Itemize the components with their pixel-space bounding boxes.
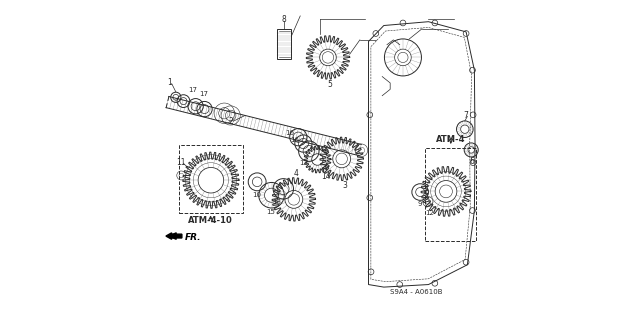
Bar <box>277 29 291 59</box>
Text: 10: 10 <box>252 192 261 197</box>
Text: 4: 4 <box>294 169 299 178</box>
Text: 2: 2 <box>228 117 233 126</box>
Text: 15: 15 <box>266 209 275 215</box>
Text: 12: 12 <box>426 210 435 216</box>
Text: 9: 9 <box>418 201 422 207</box>
Text: 16: 16 <box>285 130 294 136</box>
Text: 8: 8 <box>282 15 287 24</box>
FancyArrow shape <box>166 233 182 239</box>
Text: FR.: FR. <box>185 233 202 242</box>
Text: 1: 1 <box>167 78 172 87</box>
Text: 17: 17 <box>199 91 208 97</box>
Text: S9A4 - A0610B: S9A4 - A0610B <box>390 289 443 295</box>
Text: 6: 6 <box>469 157 474 166</box>
Text: 11: 11 <box>177 158 186 167</box>
Text: 7: 7 <box>463 111 468 120</box>
Text: 14: 14 <box>321 172 331 181</box>
Text: 13: 13 <box>273 199 282 204</box>
Bar <box>425 148 476 241</box>
Text: ATM-4: ATM-4 <box>436 135 465 144</box>
Text: 17: 17 <box>188 87 197 93</box>
Text: 13: 13 <box>299 160 308 166</box>
Text: ATM-4-10: ATM-4-10 <box>188 216 233 225</box>
Bar <box>179 145 243 213</box>
Text: 5: 5 <box>327 80 332 89</box>
Text: 16: 16 <box>290 137 299 143</box>
Text: 3: 3 <box>342 181 348 189</box>
